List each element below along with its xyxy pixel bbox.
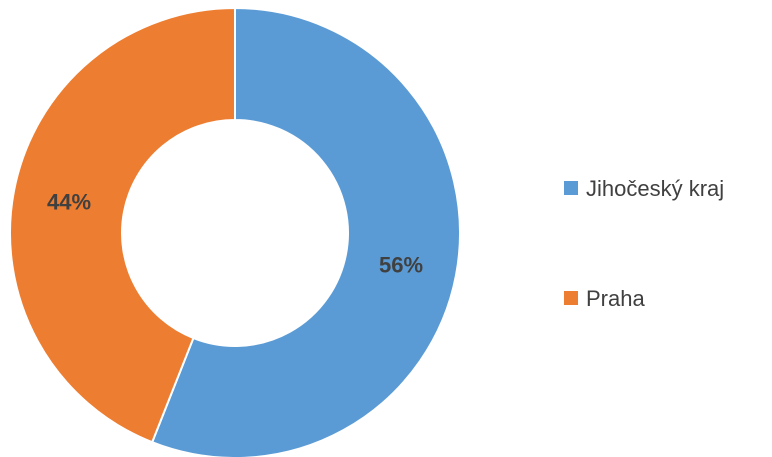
donut-slice-labels: 56% 44% bbox=[47, 189, 423, 277]
legend-swatch-jihocesky-kraj bbox=[564, 181, 578, 195]
legend-label-jihocesky-kraj: Jihočeský kraj bbox=[586, 176, 724, 201]
slice-label-praha: 44% bbox=[47, 189, 91, 214]
donut-slice-jihocesky-kraj bbox=[150, 6, 461, 457]
donut-slices bbox=[9, 6, 461, 457]
legend-label-praha: Praha bbox=[586, 286, 645, 311]
legend-item-praha: Praha bbox=[564, 286, 645, 311]
legend-item-jihocesky-kraj: Jihočeský kraj bbox=[564, 176, 724, 201]
legend: Jihočeský kraj Praha bbox=[564, 176, 724, 311]
slice-label-jihocesky-kraj: 56% bbox=[379, 253, 423, 278]
donut-slice-praha bbox=[9, 6, 236, 444]
legend-swatch-praha bbox=[564, 291, 578, 305]
